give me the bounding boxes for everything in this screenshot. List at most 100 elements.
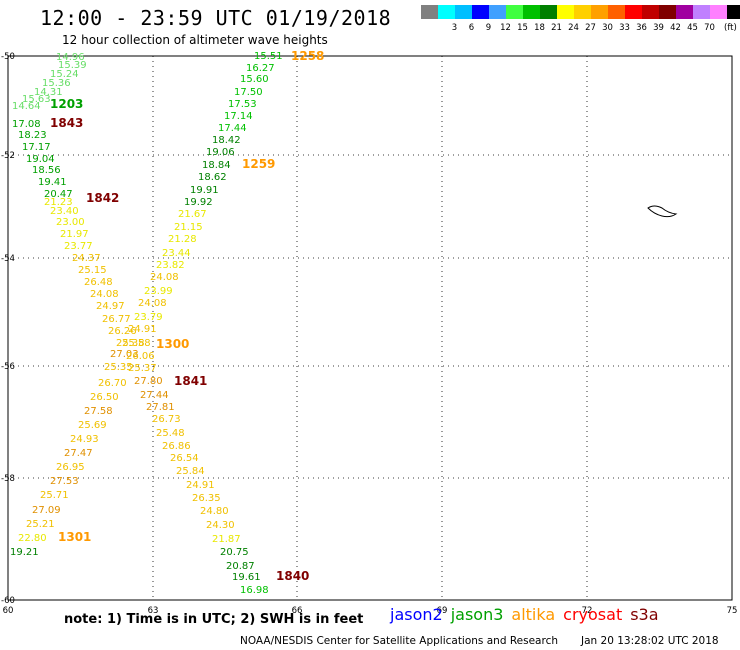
longitude-tick-label: 60 — [3, 606, 14, 616]
wave-height-value: 24.08 — [150, 272, 179, 283]
wave-height-value: 24.80 — [200, 506, 229, 517]
colorbar-swatch — [489, 5, 506, 19]
wave-height-value: 25.71 — [40, 490, 69, 501]
colorbar-swatch — [693, 5, 710, 19]
legend-item-altika: altika — [511, 605, 556, 624]
wave-height-value: 24.37 — [72, 253, 101, 264]
wave-height-value: 23.44 — [162, 248, 191, 259]
wave-height-value: 27.09 — [32, 505, 61, 516]
wave-height-value: 14.64 — [12, 101, 41, 112]
colorbar-swatch — [421, 5, 438, 19]
map-frame — [7, 55, 733, 601]
wave-height-value: 14.31 — [34, 87, 63, 98]
footnote: note: 1) Time is in UTC; 2) SWH is in fe… — [64, 612, 364, 627]
wave-height-value: 24.30 — [206, 520, 235, 531]
wave-height-value: 14.96 — [56, 52, 85, 63]
wave-height-value: 22.80 — [18, 533, 47, 544]
wave-height-value: 15.60 — [240, 74, 269, 85]
colorbar-label: 27 — [585, 23, 596, 33]
pass-time-label: 1840 — [276, 569, 309, 583]
wave-height-value: 26.77 — [102, 314, 131, 325]
wave-height-value: 18.62 — [198, 172, 227, 183]
wave-height-value: 25.15 — [78, 265, 107, 276]
wave-height-value: 15.36 — [42, 78, 71, 89]
wave-height-value: 25.58 — [122, 338, 151, 349]
wave-height-value: 23.82 — [156, 260, 185, 271]
colorbar-swatch — [642, 5, 659, 19]
colorbar-swatch — [710, 5, 727, 19]
latitude-tick-label: -54 — [1, 254, 15, 264]
wave-height-value: 24.97 — [96, 301, 125, 312]
wave-height-value: 19.91 — [190, 185, 219, 196]
colorbar-label: 3 — [451, 23, 458, 33]
wave-height-value: 15.24 — [50, 69, 79, 80]
wave-height-value: 21.67 — [178, 209, 207, 220]
wave-height-value: 20.87 — [226, 561, 255, 572]
colorbar-swatch — [608, 5, 625, 19]
wave-height-value: 27.44 — [140, 390, 169, 401]
longitude-tick-label: 69 — [437, 606, 448, 616]
wave-height-value: 25.69 — [78, 420, 107, 431]
colorbar-label: 21 — [551, 23, 562, 33]
wave-height-value: 24.91 — [128, 324, 157, 335]
wave-height-value: 25.35 — [104, 362, 133, 373]
colorbar-label: 9 — [485, 23, 492, 33]
wave-height-value: 26.50 — [90, 392, 119, 403]
wave-height-value: 17.17 — [22, 142, 51, 153]
wave-height-value: 17.53 — [228, 99, 257, 110]
wave-height-value: 24.93 — [70, 434, 99, 445]
wave-height-value: 27.81 — [146, 402, 175, 413]
colorbar-label: 39 — [653, 23, 664, 33]
colorbar-swatch — [506, 5, 523, 19]
colorbar-label: 42 — [670, 23, 681, 33]
wave-height-value: 19.04 — [26, 154, 55, 165]
colorbar-swatch — [659, 5, 676, 19]
colorbar-swatch — [557, 5, 574, 19]
satellite-legend: jason2 jason3 altika cryosat s3a — [390, 605, 667, 624]
wave-height-value: 23.79 — [134, 312, 163, 323]
colorbar-swatch — [540, 5, 557, 19]
wave-height-value: 25.48 — [156, 428, 185, 439]
wave-height-value: 21.28 — [168, 234, 197, 245]
wave-height-value: 17.14 — [224, 111, 253, 122]
pass-time-label: 1203 — [50, 97, 83, 111]
island-outline — [647, 205, 678, 218]
map-grid — [7, 55, 733, 601]
colorbar-swatch — [727, 5, 740, 19]
wave-height-value: 19.06 — [206, 147, 235, 158]
colorbar-label: 36 — [636, 23, 647, 33]
pass-time-label: 1258 — [291, 49, 324, 63]
wave-height-value: 18.23 — [18, 130, 47, 141]
wave-height-value: 19.61 — [232, 572, 261, 583]
wave-height-value: 25.37 — [128, 363, 157, 374]
colorbar-label: 12 — [500, 23, 511, 33]
colorbar-swatch — [574, 5, 591, 19]
wave-height-value: 21.97 — [60, 229, 89, 240]
wave-height-value: 18.84 — [202, 160, 231, 171]
colorbar-swatch — [676, 5, 693, 19]
legend-item-jason2: jason2 — [390, 605, 443, 624]
wave-height-value: 26.95 — [56, 462, 85, 473]
map-title: 12:00 - 23:59 UTC 01/19/2018 — [40, 6, 392, 30]
colorbar-label: 6 — [468, 23, 475, 33]
wave-height-value: 27.47 — [64, 448, 93, 459]
colorbar-label: 70 — [704, 23, 715, 33]
wave-height-value: 26.06 — [126, 351, 155, 362]
longitude-tick-label: 72 — [582, 606, 593, 616]
wave-height-value: 20.75 — [220, 547, 249, 558]
wave-height-value: 26.54 — [170, 453, 199, 464]
wave-height-value: 24.08 — [90, 289, 119, 300]
wave-height-value: 19.92 — [184, 197, 213, 208]
legend-item-cryosat: cryosat — [563, 605, 623, 624]
wave-height-value: 27.80 — [134, 376, 163, 387]
latitude-tick-label: -52 — [1, 151, 15, 161]
wave-height-value: 19.41 — [38, 177, 67, 188]
longitude-tick-label: 66 — [292, 606, 303, 616]
colorbar-swatch — [472, 5, 489, 19]
wave-height-value: 23.99 — [144, 286, 173, 297]
colorbar-swatch — [591, 5, 608, 19]
wave-height-value: 27.03 — [110, 349, 139, 360]
longitude-tick-label: 75 — [727, 606, 738, 616]
wave-height-value: 26.35 — [192, 493, 221, 504]
